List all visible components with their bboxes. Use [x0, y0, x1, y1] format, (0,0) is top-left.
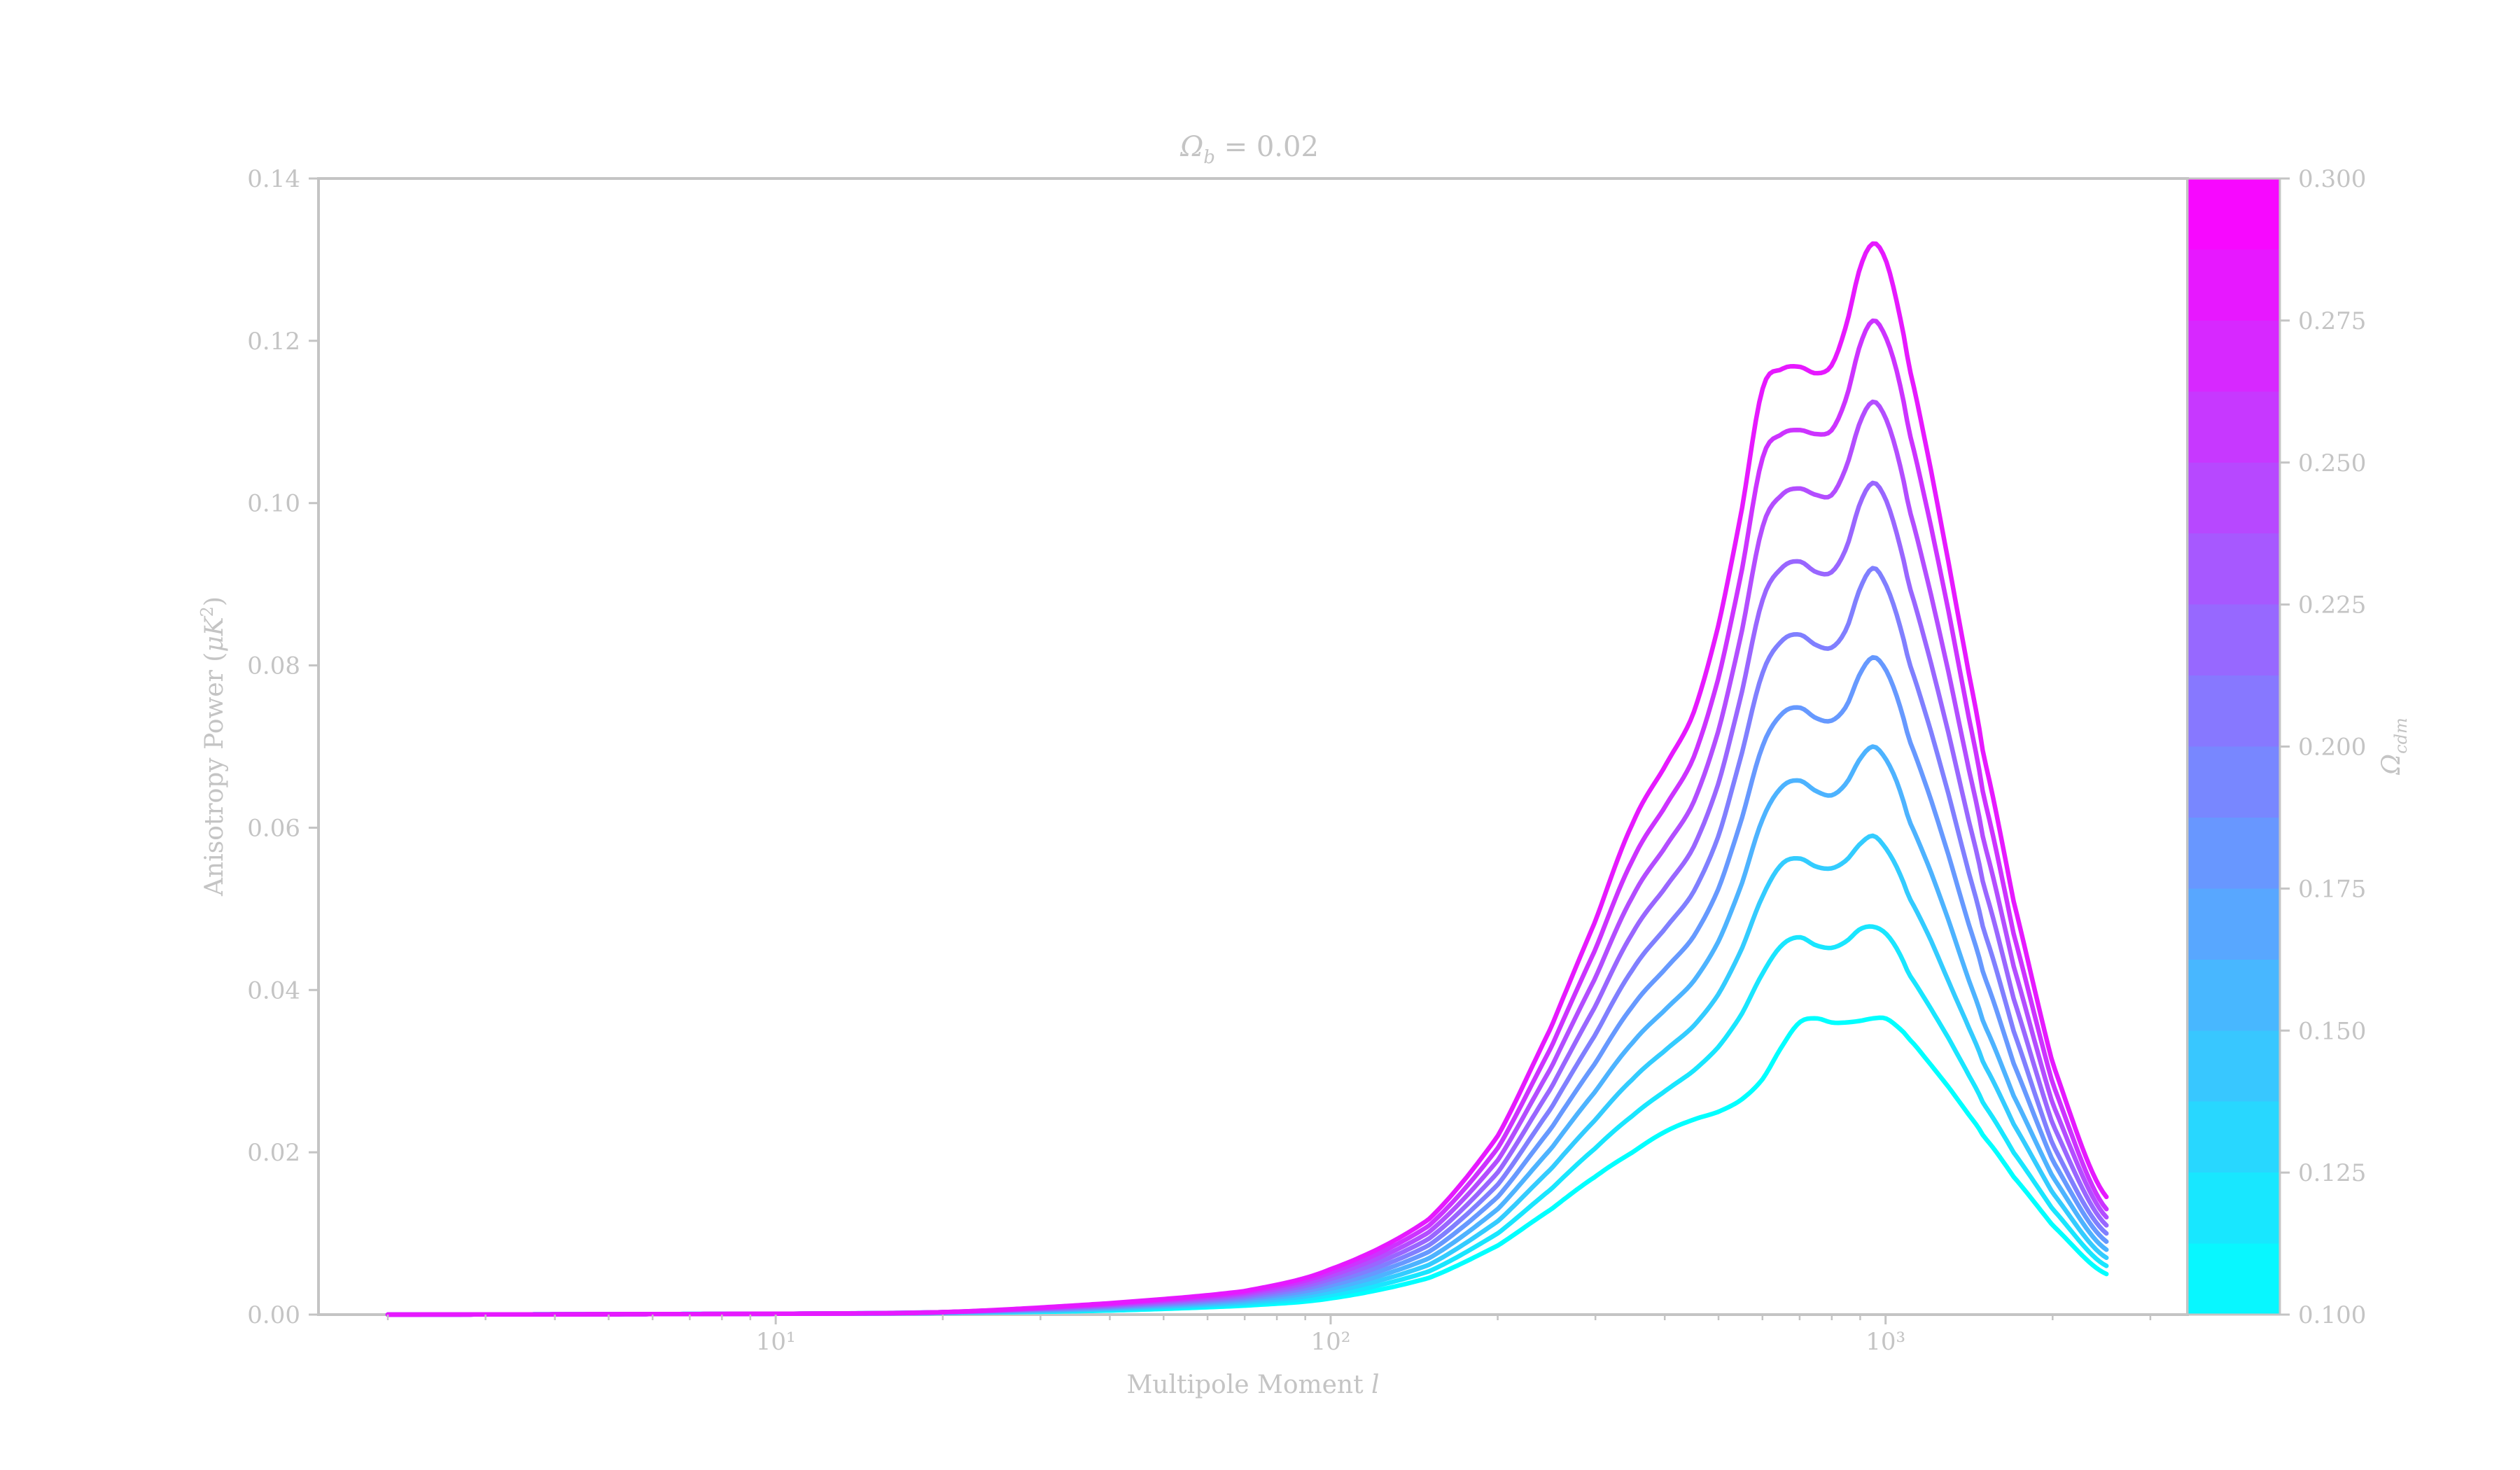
series-line-0: [385, 1015, 2109, 1317]
colorbar-tick-label-8: 0.300: [2298, 165, 2366, 193]
chart-title: Ωb = 0.02: [1180, 131, 1319, 168]
colorbar-tick-label-4: 0.200: [2298, 734, 2366, 762]
title-value: = 0.02: [1215, 131, 1319, 163]
y-tick-label-3: 0.06: [247, 814, 300, 842]
x-tick-label-0: 10¹: [756, 1328, 796, 1356]
x-axis-label: Multipole Moment l: [1126, 1371, 1379, 1399]
colorbar-tick-label-1: 0.125: [2298, 1159, 2366, 1187]
series-line-8: [385, 318, 2109, 1317]
colorbar-tick-label-2: 0.150: [2298, 1017, 2366, 1045]
x-tick-label-1: 10²: [1310, 1328, 1350, 1356]
colorbar-tick-label-5: 0.225: [2298, 592, 2366, 620]
y-axis: 0.00 0.02 0.04 0.06 0.08 0.10 0.12 0.14: [247, 165, 318, 1329]
series-line-3: [385, 744, 2109, 1317]
colorbar-label: Ωcdm: [2377, 718, 2411, 775]
plot-area: 10¹ 10² 10³ 0.000.020.040.060.080.100.120.…: [247, 165, 2189, 1356]
series-lines: [385, 241, 2109, 1317]
y-tick-label-5: 0.10: [247, 490, 300, 518]
y-tick-label-6: 0.12: [247, 328, 300, 356]
series-line-1: [385, 924, 2109, 1317]
y-tick-label-4: 0.08: [247, 652, 300, 680]
y-tick-label-0: 0.00: [247, 1301, 300, 1329]
colorbar-tick-label-7: 0.275: [2298, 307, 2366, 335]
colorbar-ticks: 0.100 0.125 0.150 0.175 0.200 0.225 0.250 0.275…: [2280, 165, 2366, 1329]
y-tick-label-1: 0.02: [247, 1139, 300, 1167]
y-tick-label-7: 0.14: [247, 165, 300, 193]
series-line-9: [385, 241, 2109, 1317]
colorbar-tick-label-0: 0.100: [2298, 1301, 2366, 1329]
colorbar-tick-label-3: 0.175: [2298, 875, 2366, 903]
y-axis-label: Anisotropy Power (μK2): [197, 596, 229, 897]
series-line-4: [385, 654, 2109, 1317]
colorbar: 0.100 0.125 0.150 0.175 0.200 0.225 0.250 0.275…: [2186, 165, 2411, 1329]
x-axis: 10¹ 10² 10³: [386, 1315, 2152, 1356]
colorbar-tick-label-6: 0.250: [2298, 449, 2366, 477]
series-line-2: [385, 833, 2109, 1317]
y-tick-label-2: 0.04: [247, 976, 300, 1004]
x-tick-label-2: 10³: [1865, 1328, 1905, 1356]
colorbar-gradient: [2186, 177, 2281, 1316]
series-line-6: [385, 480, 2109, 1317]
